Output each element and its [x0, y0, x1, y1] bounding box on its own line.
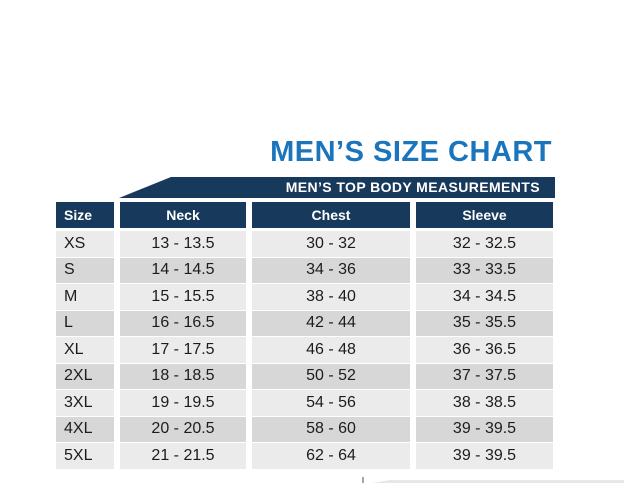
- column-header-size: Size: [56, 202, 114, 228]
- table-row: 4XL 20 - 20.5 58 - 60 39 - 39.5: [56, 416, 553, 442]
- size-cell: 3XL: [56, 390, 114, 416]
- neck-cell: 21 - 21.5: [120, 443, 246, 469]
- header-row: Size Neck Chest Sleeve: [56, 202, 553, 228]
- chest-cell: 58 - 60: [252, 416, 410, 442]
- chest-cell: 38 - 40: [252, 284, 410, 310]
- table-row: 2XL 18 - 18.5 50 - 52 37 - 37.5: [56, 363, 553, 389]
- neck-cell: 16 - 16.5: [120, 310, 246, 336]
- table-caption-banner: MEN’S TOP BODY MEASUREMENTS: [119, 177, 555, 198]
- neck-cell: 20 - 20.5: [120, 416, 246, 442]
- next-section-cutoff-edge: [372, 480, 624, 483]
- neck-cell: 18 - 18.5: [120, 363, 246, 389]
- chest-cell: 62 - 64: [252, 443, 410, 469]
- size-cell: S: [56, 257, 114, 283]
- sleeve-cell: 39 - 39.5: [416, 416, 553, 442]
- table-row: L 16 - 16.5 42 - 44 35 - 35.5: [56, 310, 553, 336]
- table-row: 5XL 21 - 21.5 62 - 64 39 - 39.5: [56, 443, 553, 469]
- size-cell: 5XL: [56, 443, 114, 469]
- size-cell: XS: [56, 231, 114, 257]
- size-cell: XL: [56, 337, 114, 363]
- table-row: S 14 - 14.5 34 - 36 33 - 33.5: [56, 257, 553, 283]
- column-header-sleeve: Sleeve: [416, 202, 553, 228]
- table-row: XL 17 - 17.5 46 - 48 36 - 36.5: [56, 337, 553, 363]
- sleeve-cell: 34 - 34.5: [416, 284, 553, 310]
- next-section-cutoff-tick: [362, 477, 364, 483]
- neck-cell: 17 - 17.5: [120, 337, 246, 363]
- table-body: XS 13 - 13.5 30 - 32 32 - 32.5 S 14 - 14…: [56, 231, 553, 469]
- chest-cell: 30 - 32: [252, 231, 410, 257]
- table-row: XS 13 - 13.5 30 - 32 32 - 32.5: [56, 231, 553, 257]
- sleeve-cell: 33 - 33.5: [416, 257, 553, 283]
- size-cell: 2XL: [56, 363, 114, 389]
- table-row: M 15 - 15.5 38 - 40 34 - 34.5: [56, 284, 553, 310]
- column-header-neck: Neck: [120, 202, 246, 228]
- column-header-chest: Chest: [252, 202, 410, 228]
- neck-cell: 14 - 14.5: [120, 257, 246, 283]
- chest-cell: 50 - 52: [252, 363, 410, 389]
- chest-cell: 34 - 36: [252, 257, 410, 283]
- table-header: Size Neck Chest Sleeve: [56, 202, 553, 228]
- size-cell: 4XL: [56, 416, 114, 442]
- sleeve-cell: 37 - 37.5: [416, 363, 553, 389]
- sleeve-cell: 32 - 32.5: [416, 231, 553, 257]
- chest-cell: 54 - 56: [252, 390, 410, 416]
- neck-cell: 15 - 15.5: [120, 284, 246, 310]
- size-cell: M: [56, 284, 114, 310]
- chest-cell: 42 - 44: [252, 310, 410, 336]
- sleeve-cell: 39 - 39.5: [416, 443, 553, 469]
- sleeve-cell: 38 - 38.5: [416, 390, 553, 416]
- sleeve-cell: 36 - 36.5: [416, 337, 553, 363]
- chest-cell: 46 - 48: [252, 337, 410, 363]
- sleeve-cell: 35 - 35.5: [416, 310, 553, 336]
- table-row: 3XL 19 - 19.5 54 - 56 38 - 38.5: [56, 390, 553, 416]
- neck-cell: 19 - 19.5: [120, 390, 246, 416]
- size-cell: L: [56, 310, 114, 336]
- neck-cell: 13 - 13.5: [120, 231, 246, 257]
- page-title: MEN’S SIZE CHART: [270, 136, 552, 168]
